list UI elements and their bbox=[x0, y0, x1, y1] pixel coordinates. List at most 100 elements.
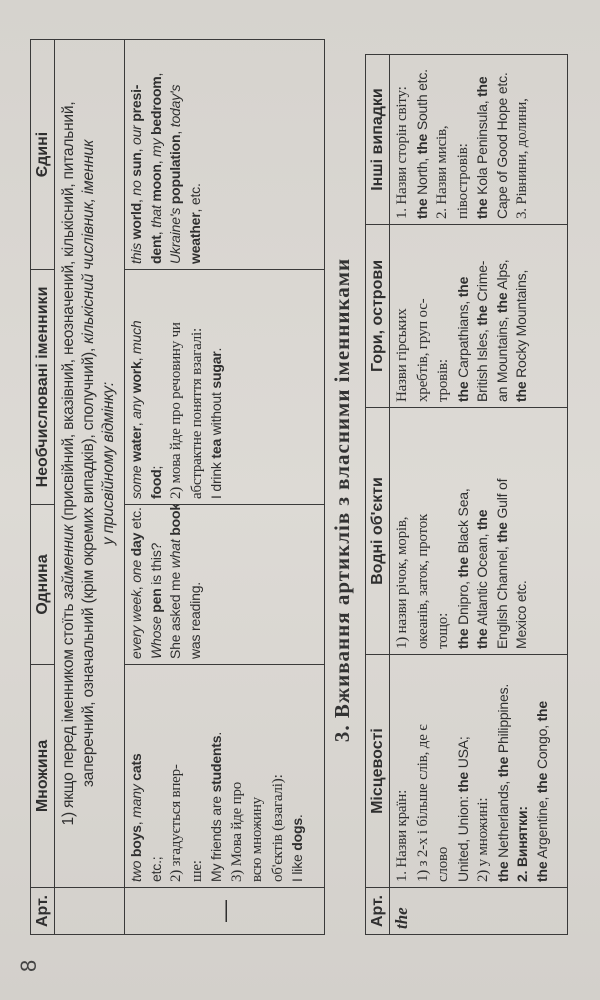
empty-cell bbox=[54, 887, 125, 935]
text-line: тровів: bbox=[433, 230, 454, 402]
header-unique: Єдині bbox=[30, 39, 55, 270]
text-segment: , bbox=[147, 156, 164, 165]
text-line: 1) з 2-х і більше слів, де є bbox=[413, 660, 434, 882]
table-row: the 1. Назви країн: 1) з 2-х і більше слі… bbox=[389, 54, 568, 935]
header-mountains: Гори, острови bbox=[365, 224, 390, 408]
text-segment: etc. bbox=[128, 507, 144, 533]
text-segment: some bbox=[128, 461, 144, 499]
page-number: 8 bbox=[16, 959, 41, 972]
text-segment: moon bbox=[147, 164, 164, 202]
text-line: etc.; bbox=[147, 670, 167, 882]
text-segment: Black Sea, bbox=[454, 488, 471, 558]
text-segment: . bbox=[208, 731, 224, 736]
text-segment: ; bbox=[147, 465, 164, 470]
text-segment: every week bbox=[128, 590, 144, 659]
text-segment: is this? bbox=[147, 542, 164, 589]
text-segment: Rocky Mountains, bbox=[513, 269, 529, 382]
text-segment: Gulf of bbox=[493, 478, 510, 523]
text-line: She asked me what book I bbox=[166, 505, 186, 660]
text-segment: 2) мова йде про речовину чи bbox=[168, 322, 184, 499]
text-segment: , bbox=[128, 195, 144, 203]
text-line: Mexico etc. bbox=[512, 413, 532, 649]
text-line: 2) згадується впер- bbox=[166, 670, 187, 882]
text-segment: the bbox=[454, 771, 471, 793]
text-segment: , bbox=[128, 817, 144, 826]
text-segment: 3. Рівнини, долини, bbox=[514, 98, 530, 219]
text-line: 1) назви річок, морів, bbox=[392, 413, 413, 649]
text-segment: у присвійному відмінку: bbox=[100, 382, 117, 545]
text-line: ше: bbox=[187, 670, 208, 882]
text-segment: Kola Peninsula, bbox=[474, 96, 490, 199]
text-line: My friends are students. bbox=[207, 670, 227, 882]
text-segment: півостровів: bbox=[454, 143, 471, 219]
text-segment: boys bbox=[128, 825, 144, 858]
header-article: Арт. bbox=[30, 887, 55, 935]
text-segment: , bbox=[128, 353, 144, 362]
text-line: Cape of Good Hope etc. bbox=[493, 60, 513, 219]
text-segment: хребтів, груп ос- bbox=[414, 298, 431, 402]
text-segment: . bbox=[208, 347, 224, 352]
text-line: United, Union: the USA; bbox=[454, 660, 474, 882]
text-segment: pen bbox=[147, 588, 164, 613]
articles-proper-nouns-table: Арт. Місцевості Водні об'єкти Гори, остр… bbox=[365, 54, 568, 935]
text-segment: two bbox=[128, 857, 144, 882]
text-segment: the bbox=[413, 133, 430, 155]
table-row: — two boys, many cats etc.; 2) згадується … bbox=[124, 39, 325, 935]
text-line: I like dogs. bbox=[288, 670, 308, 882]
text-segment: Ukraine's bbox=[167, 204, 183, 264]
text-segment: North, bbox=[413, 154, 430, 199]
zero-article-cell: — bbox=[124, 887, 325, 935]
text-segment: many bbox=[128, 780, 144, 818]
text-segment: book bbox=[167, 504, 183, 536]
text-segment: no bbox=[128, 176, 144, 196]
text-segment: Alps, bbox=[493, 259, 510, 293]
header-water: Водні об'єкти bbox=[365, 407, 390, 655]
the-article-cell: the bbox=[389, 887, 568, 935]
text-segment: our bbox=[128, 121, 144, 146]
text-segment: 2. Винятки: bbox=[514, 806, 530, 882]
text-segment: слово bbox=[435, 846, 451, 882]
text-segment: today's bbox=[167, 84, 183, 128]
text-segment: world bbox=[128, 202, 144, 240]
unique-cell: this world, no sun, our presi-dent, that… bbox=[124, 39, 325, 270]
text-segment: I drink bbox=[208, 458, 224, 499]
text-line: заперечний, означальний (крім окремих ви… bbox=[79, 50, 99, 877]
text-line: 2) у множині: bbox=[473, 660, 494, 882]
singular-cell: every week, one day etc. Whose pen is thi… bbox=[124, 504, 325, 665]
text-segment: sugar bbox=[208, 351, 224, 389]
text-segment: My friends are bbox=[208, 792, 224, 882]
text-segment: об'єктів (взагалі): bbox=[269, 774, 286, 882]
text-segment: , bbox=[167, 127, 183, 135]
text-segment: заперечний, означальний (крім окремих ви… bbox=[80, 343, 97, 788]
text-line: some water, any work, much bbox=[127, 275, 147, 499]
table-row: 1) якщо перед іменником стоїть займенник… bbox=[54, 39, 125, 935]
text-segment: the bbox=[474, 628, 490, 649]
text-segment: Cape of Good Hope etc. bbox=[493, 72, 510, 219]
header-singular: Однина bbox=[30, 504, 55, 665]
text-segment: South etc. bbox=[413, 69, 430, 134]
text-segment: the bbox=[474, 509, 490, 531]
text-segment: Philippines. bbox=[494, 683, 511, 757]
text-segment: 2) згадується впер- bbox=[168, 764, 184, 882]
text-segment: food bbox=[147, 469, 164, 499]
text-segment: students bbox=[208, 735, 224, 793]
other-cell: 1. Назви сторін світу: the North, the Sou… bbox=[389, 54, 568, 225]
text-line: weather, etc. bbox=[186, 45, 206, 264]
text-segment: ше: bbox=[188, 860, 205, 882]
text-segment: the bbox=[454, 381, 471, 402]
text-segment: Argentine, bbox=[533, 793, 550, 862]
text-segment: тровів: bbox=[435, 359, 451, 402]
text-line: every week, one day etc. bbox=[127, 507, 147, 659]
places-cell: 1. Назви країн: 1) з 2-х і більше слів, д… bbox=[389, 654, 568, 888]
rule-cell: 1) якщо перед іменником стоїть займенник… bbox=[54, 39, 125, 888]
uncountable-cell: some water, any work, much food; 2) мова й… bbox=[124, 269, 325, 505]
text-line: океанів, заток, проток bbox=[413, 413, 434, 649]
text-segment: Whose bbox=[147, 612, 164, 659]
text-line: the Atlantic Ocean, the bbox=[473, 413, 493, 649]
text-segment: the bbox=[474, 305, 490, 326]
text-segment: sun bbox=[128, 152, 144, 177]
header-places: Місцевості bbox=[365, 654, 390, 888]
text-segment: the bbox=[493, 292, 510, 313]
text-line: Ukraine's population, today's bbox=[166, 45, 186, 264]
text-line: всю множину bbox=[247, 670, 268, 882]
